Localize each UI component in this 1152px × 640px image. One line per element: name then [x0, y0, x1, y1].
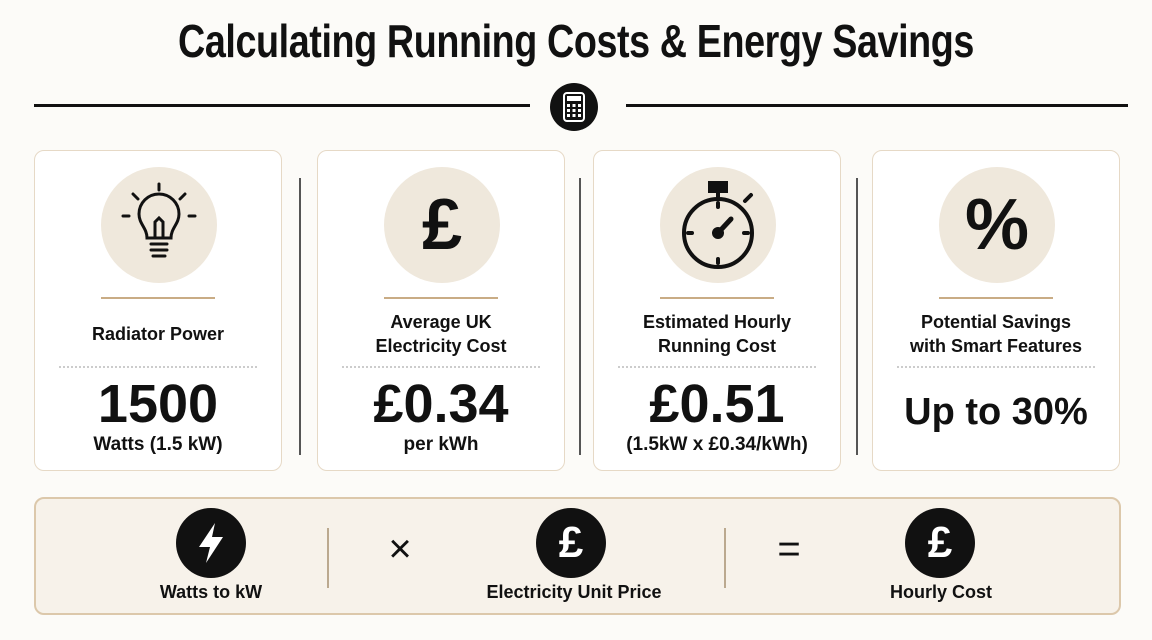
formula-icon: £: [536, 508, 606, 578]
divider: [34, 104, 530, 107]
card: % Potential Savings with Smart Features …: [872, 150, 1120, 471]
formula-label: Hourly Cost: [889, 582, 992, 602]
accent-line: [384, 297, 498, 299]
card-label: Radiator Power: [91, 324, 225, 344]
operator: ×: [388, 527, 412, 571]
accent-line: [101, 297, 215, 299]
icon-circle: %: [939, 167, 1055, 283]
card-value: Up to 30%: [904, 391, 1088, 433]
accent-line: [660, 297, 774, 299]
operator: =: [777, 527, 801, 571]
lightning-icon: [199, 523, 223, 563]
calculator-icon: [550, 83, 598, 131]
separator: [327, 528, 329, 588]
separator: [724, 528, 726, 588]
card-sub: Watts (1.5 kW): [93, 434, 223, 455]
card-value: 1500: [97, 374, 219, 434]
divider: [626, 104, 1128, 107]
card-label: Average UK Electricity Cost: [375, 312, 507, 356]
icon-circle: [101, 167, 217, 283]
formula-label: Electricity Unit Price: [486, 582, 662, 602]
card: £ Average UK Electricity Cost £0.34 per …: [317, 150, 565, 471]
formula-label: Watts to kW: [159, 582, 263, 602]
dotted-line: [59, 366, 257, 368]
card-value: £0.51: [649, 374, 785, 434]
separator: [579, 178, 581, 455]
accent-line: [939, 297, 1053, 299]
card-sub: per kWh: [403, 434, 479, 455]
title: Calculating Running Costs & Energy Savin…: [178, 15, 974, 67]
card-value: £0.34: [373, 374, 509, 434]
icon-circle: £: [384, 167, 500, 283]
card-label: Potential Savings with Smart Features: [909, 312, 1083, 356]
card-label: Estimated Hourly Running Cost: [642, 312, 792, 356]
separator: [856, 178, 858, 455]
card: Estimated Hourly Running Cost £0.51 (1.5…: [593, 150, 841, 471]
dotted-line: [897, 366, 1095, 368]
dotted-line: [342, 366, 540, 368]
bulb-icon: [121, 182, 197, 258]
stopwatch-icon: [682, 181, 754, 269]
dotted-line: [618, 366, 816, 368]
card: Radiator Power 1500 Watts (1.5 kW): [34, 150, 282, 471]
icon-circle: [660, 167, 776, 283]
formula-icon: [176, 508, 246, 578]
card-sub: (1.5kW x £0.34/kWh): [626, 434, 808, 455]
formula-icon: £: [905, 508, 975, 578]
separator: [299, 178, 301, 455]
